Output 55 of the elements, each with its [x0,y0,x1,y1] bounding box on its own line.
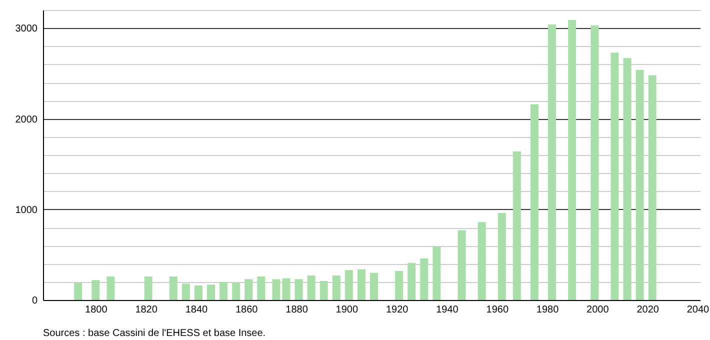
x-tick-label: 2000 [586,304,610,316]
bar [257,276,266,300]
bar [648,75,656,300]
bar [458,230,466,300]
x-tick-label: 1880 [286,304,308,316]
bar [408,262,416,300]
bar [498,213,506,300]
x-tick-label: 2040 [686,304,710,316]
bar [548,24,556,300]
bar [294,279,303,300]
y-tick-label: 0 [32,296,38,306]
bar [272,279,280,300]
bar [568,20,576,300]
y-tick-label: 1000 [15,204,38,216]
bar [144,276,152,300]
x-tick-label: 1980 [536,304,560,316]
bar [92,280,100,300]
bar [623,58,632,300]
bar [512,151,521,300]
bar [636,70,644,300]
bar [194,286,202,300]
bar [478,222,486,300]
bar [320,280,328,300]
x-tick-label: 1860 [235,304,258,316]
bar [282,278,290,300]
bar [370,272,378,300]
bar [106,276,115,300]
y-tick-label: 3000 [15,24,38,35]
bar [74,282,82,300]
source-note: Sources : base Cassini de l'EHESS et base Insee. [43,328,266,339]
bar [344,270,353,300]
bar [244,279,253,300]
bar [610,52,619,300]
bar [357,269,366,300]
bar [332,276,340,300]
x-tick-label: 2020 [636,304,660,316]
x-tick-label: 1840 [185,304,208,316]
bar [220,282,228,300]
x-tick-label: 1940 [436,304,459,316]
x-tick-label: 1820 [135,304,158,316]
bar [307,276,316,300]
bar [420,258,428,300]
bar [395,271,404,300]
x-tick-label: 1920 [386,304,409,316]
x-tick-label: 1900 [336,304,358,316]
x-tick-label: 1960 [486,304,509,316]
bar [590,25,599,300]
bar [207,284,216,300]
y-tick-label: 2000 [15,114,38,126]
x-tick-label: 1800 [85,304,108,316]
bar [182,284,190,300]
bar [169,276,178,300]
bar [232,282,240,300]
bar [432,246,441,300]
bar [530,104,538,300]
